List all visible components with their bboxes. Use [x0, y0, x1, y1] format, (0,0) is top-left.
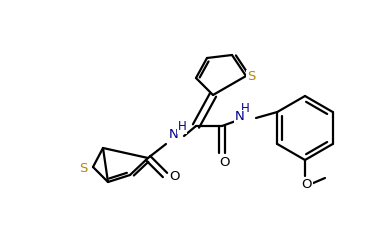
Text: O: O [302, 177, 312, 191]
Text: S: S [247, 71, 255, 83]
Text: S: S [79, 162, 87, 174]
Text: N: N [235, 111, 245, 123]
Text: O: O [170, 171, 180, 183]
Text: H: H [241, 102, 249, 115]
Text: N: N [169, 129, 179, 142]
Text: H: H [177, 121, 186, 133]
Text: O: O [219, 156, 229, 170]
